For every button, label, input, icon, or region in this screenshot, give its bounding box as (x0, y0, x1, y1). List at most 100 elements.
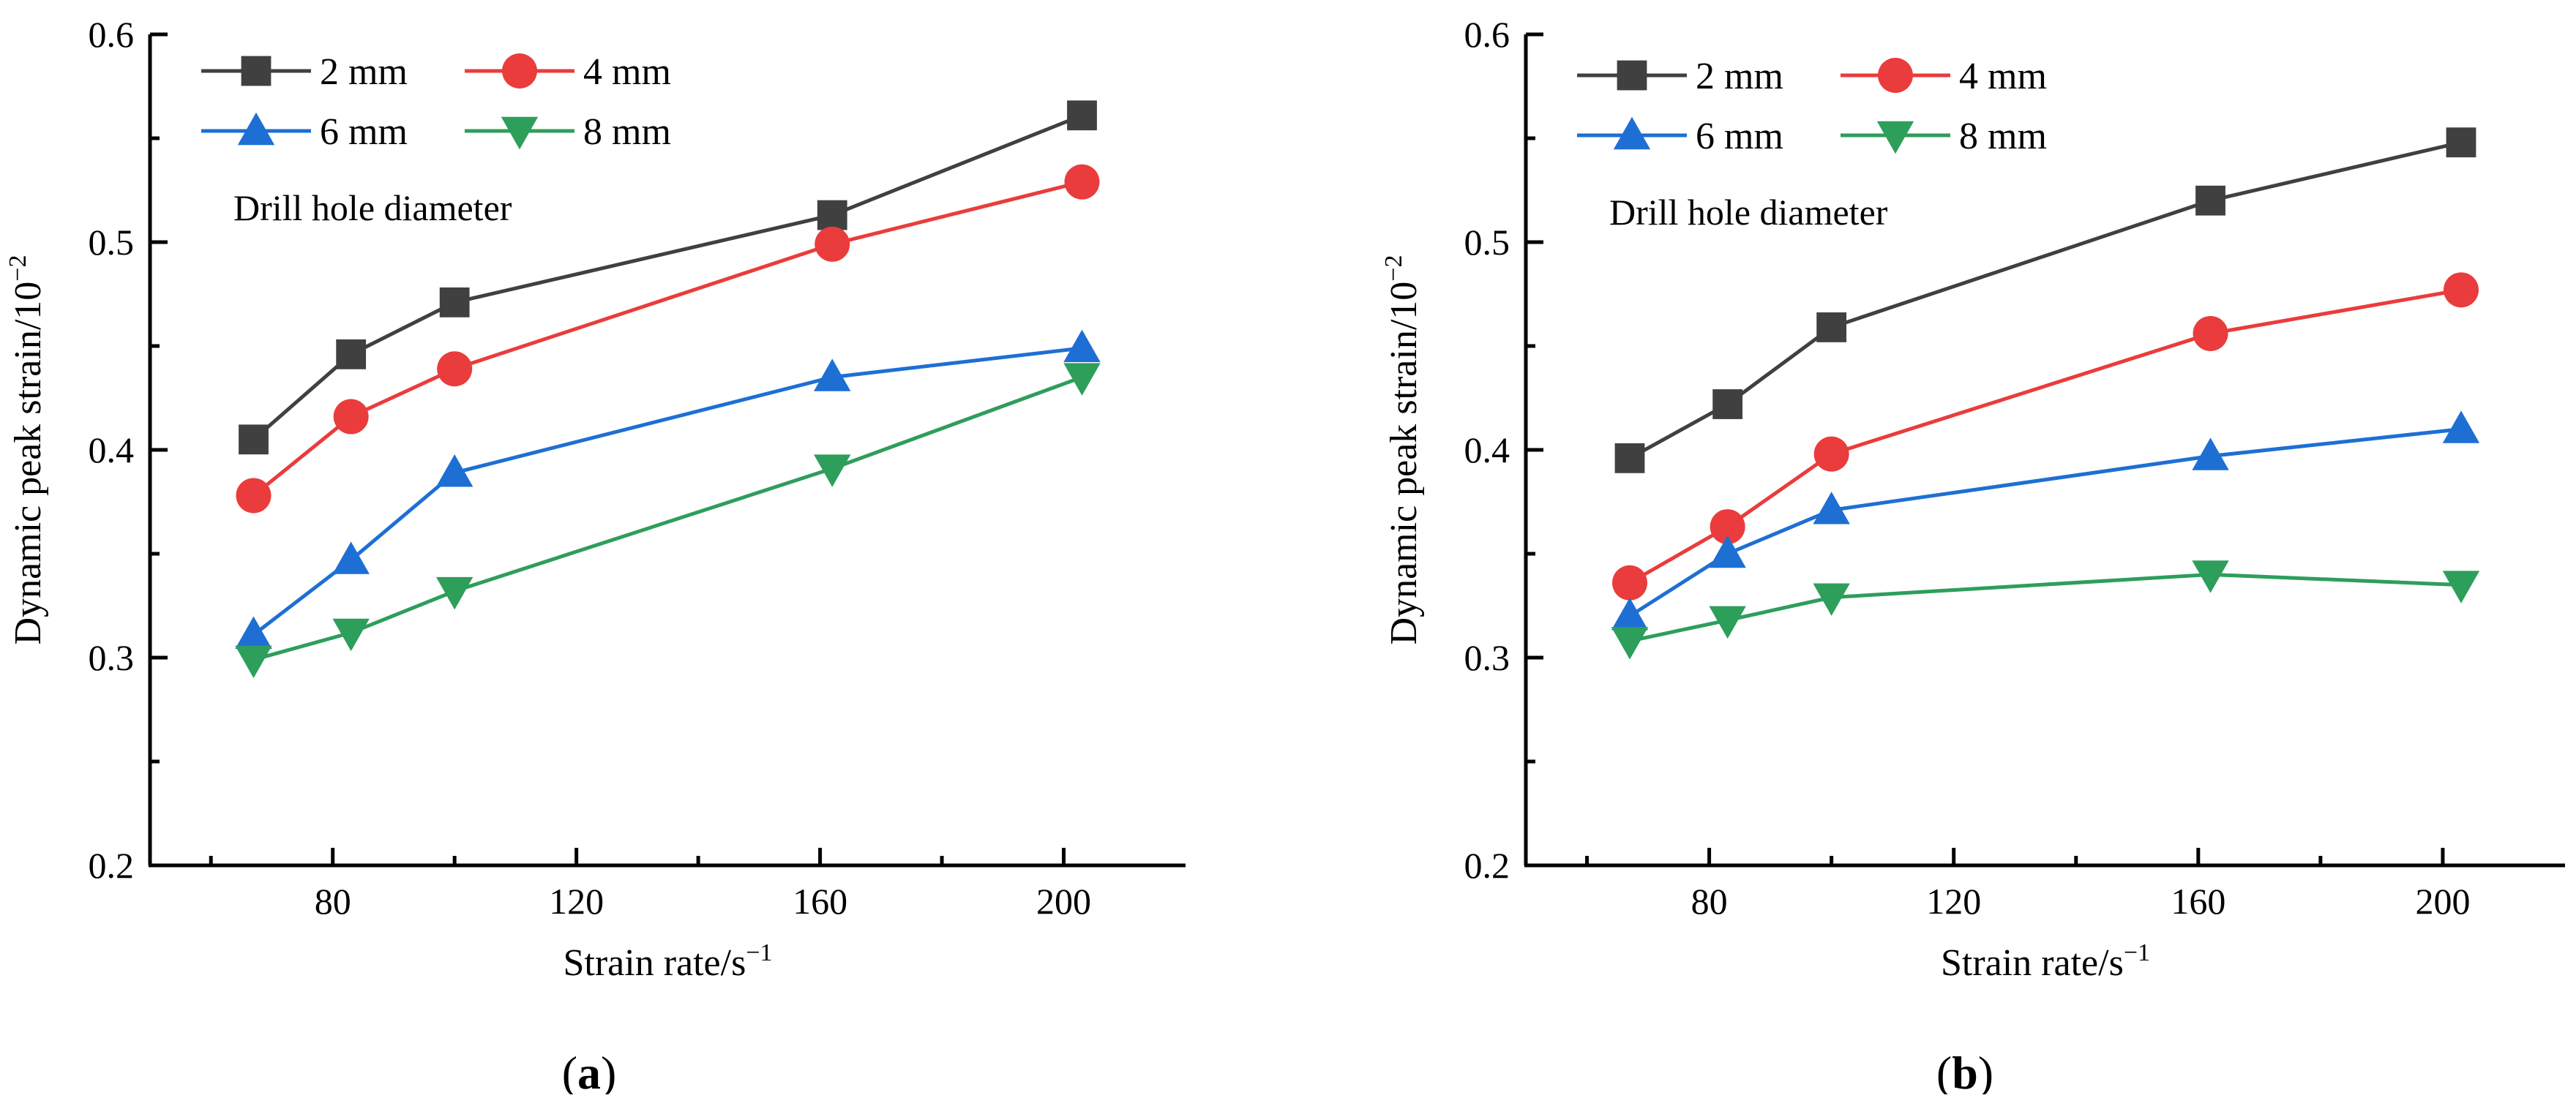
data-point (2442, 571, 2480, 603)
data-point (1813, 492, 1850, 524)
legend-label: 6 mm (320, 111, 408, 153)
legend-label: 2 mm (320, 51, 408, 93)
legend-marker (502, 53, 537, 89)
data-point (1712, 389, 1743, 419)
x-axis-title-sup: −1 (2124, 939, 2150, 966)
y-tick-label: 0.6 (89, 14, 135, 55)
x-axis-title: Strain rate/s−1 (563, 939, 772, 984)
x-axis-title-text: Strain rate/s (563, 942, 746, 984)
panel-label-open: ( (562, 1047, 577, 1094)
y-tick-label: 0.3 (89, 637, 135, 678)
data-point (1709, 535, 1746, 568)
data-point (435, 576, 473, 610)
series-2mm (239, 100, 1097, 455)
data-point (817, 200, 847, 230)
x-tick-label: 200 (2415, 881, 2470, 922)
y-axis-title: Dynamic peak strain/10−2 (1380, 255, 1425, 645)
series-6mm (235, 329, 1101, 649)
panel-label-close: ) (1978, 1047, 1993, 1094)
legend: 2 mm 4 mm 6 mm 8 mm Drill hole diameter (201, 51, 671, 228)
series-line (1628, 287, 2462, 584)
y-axis-title-sup: −2 (4, 255, 31, 282)
panel-label-letter: b (1952, 1047, 1978, 1094)
data-point (333, 399, 369, 435)
y-axis-title-text: Dynamic peak strain/10 (1383, 282, 1425, 645)
series-line (252, 180, 1083, 497)
data-point (2195, 185, 2225, 216)
data-point (815, 226, 850, 262)
data-point (435, 454, 473, 487)
y-tick-label: 0.6 (1464, 14, 1510, 55)
y-tick-label: 0.4 (89, 429, 135, 470)
data-point (1816, 312, 1847, 342)
data-point (814, 358, 851, 391)
data-point (2444, 272, 2479, 308)
series-line (252, 346, 1082, 636)
series-8mm (235, 363, 1101, 679)
panel-label: (a) (562, 1047, 617, 1094)
legend-label: 4 mm (583, 51, 671, 93)
x-tick-label: 160 (793, 881, 847, 922)
x-tick-label: 80 (1691, 881, 1728, 922)
data-point (1611, 627, 1649, 660)
panel-label-close: ) (601, 1047, 616, 1094)
data-point (336, 339, 367, 369)
data-point (1709, 606, 1746, 639)
series-6mm (1611, 410, 2480, 631)
data-point (1813, 436, 1849, 472)
series-line (1628, 140, 2462, 460)
y-tick-label: 0.2 (89, 845, 135, 886)
series-line (252, 113, 1083, 441)
series-2mm (1614, 127, 2476, 473)
data-point (437, 351, 473, 387)
data-point (235, 645, 272, 679)
data-point (2192, 437, 2229, 470)
data-point (2193, 315, 2228, 351)
legend-marker (237, 112, 275, 146)
x-tick-label: 120 (1926, 881, 1981, 922)
series-line (1628, 427, 2462, 618)
x-tick-label: 80 (315, 881, 351, 922)
legend-label: 8 mm (1959, 116, 2047, 157)
data-point (1612, 565, 1647, 601)
panel-label-open: ( (1936, 1047, 1952, 1094)
data-point (2192, 560, 2229, 593)
legend-label: 6 mm (1696, 116, 1783, 157)
y-tick-label: 0.4 (1464, 429, 1510, 470)
data-point (814, 454, 851, 487)
legend-label: 2 mm (1696, 56, 1783, 97)
y-tick-label: 0.5 (89, 222, 135, 263)
data-point (235, 616, 272, 649)
y-axis-title-text: Dynamic peak strain/10 (7, 282, 49, 645)
data-point (2442, 410, 2480, 443)
panel-label-letter: a (577, 1047, 601, 1094)
legend: 2 mm 4 mm 6 mm 8 mm Drill hole diameter (1577, 56, 2047, 233)
data-point (236, 478, 272, 514)
data-point (1067, 100, 1097, 131)
y-tick-label: 0.5 (1464, 222, 1510, 263)
x-tick-label: 160 (2171, 881, 2225, 922)
x-axis-title-sup: −1 (746, 939, 772, 966)
legend-marker (1613, 116, 1651, 150)
y-axis-title-sup: −2 (1380, 255, 1407, 282)
legend-title: Drill hole diameter (1609, 192, 1888, 233)
series-line (1629, 572, 2462, 643)
legend-marker (241, 56, 272, 86)
data-point (1064, 164, 1100, 200)
data-point (1063, 363, 1101, 396)
x-tick-label: 120 (549, 881, 604, 922)
legend-label: 8 mm (583, 111, 671, 153)
data-point (1611, 598, 1649, 631)
data-point (2446, 127, 2476, 158)
series-4mm (236, 164, 1100, 514)
x-axis-title-text: Strain rate/s (1941, 942, 2124, 984)
legend-marker (1876, 121, 1914, 154)
y-axis-title: Dynamic peak strain/10−2 (4, 255, 49, 645)
legend-marker (501, 116, 539, 150)
legend-marker (1878, 58, 1913, 93)
legend-label: 4 mm (1959, 56, 2047, 97)
